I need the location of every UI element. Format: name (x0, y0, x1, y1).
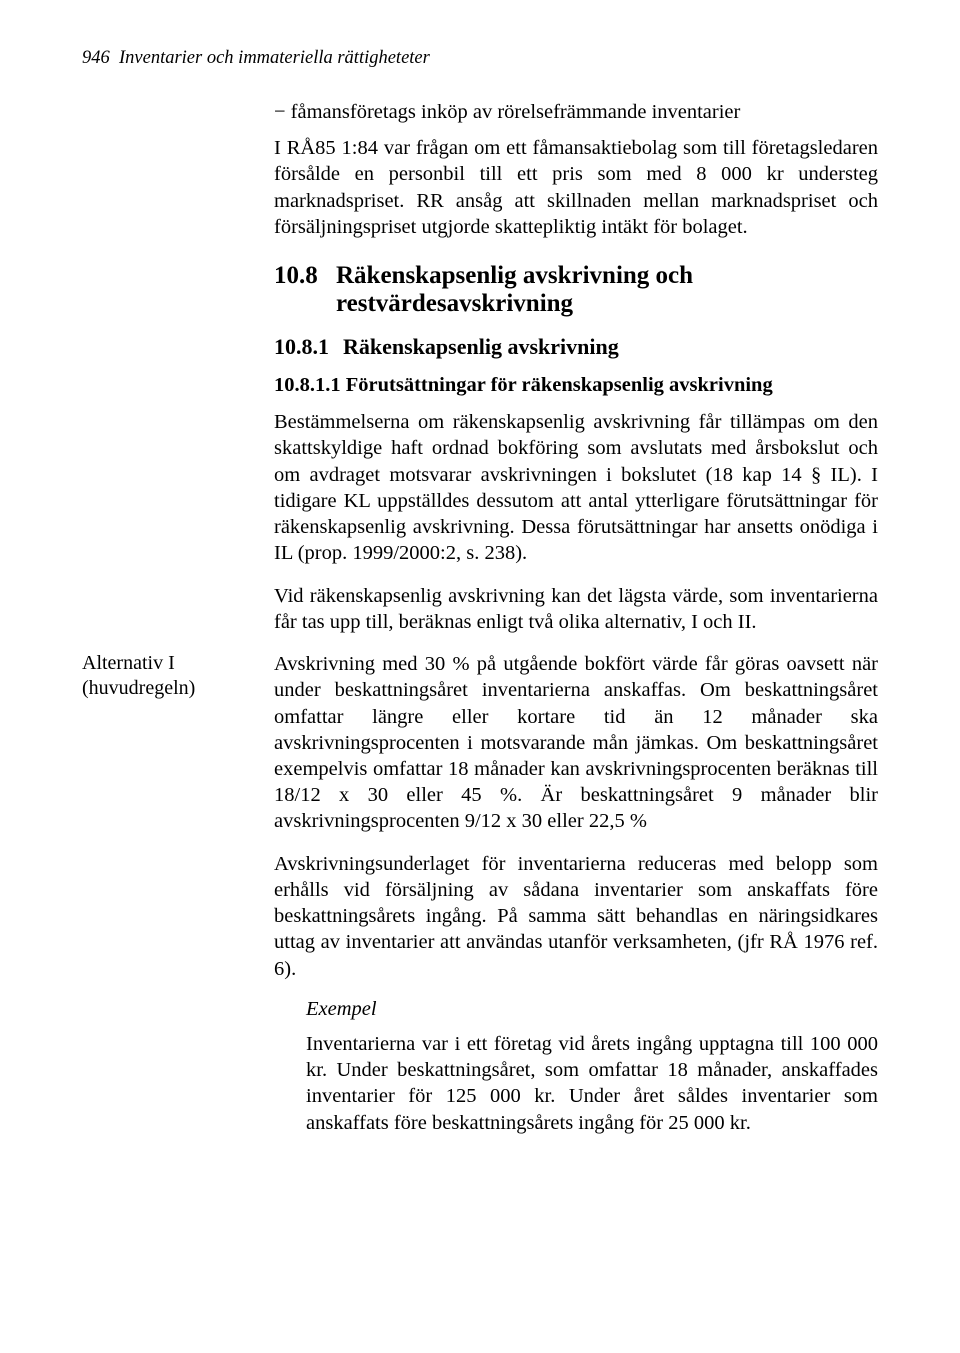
paragraph-vid: Vid räkenskapsenlig avskrivning kan det … (274, 583, 878, 635)
paragraph-avskrivningsunderlag: Avskrivningsunderlaget för inventarierna… (274, 851, 878, 982)
heading-10-8: 10.8 Räkenskapsenlig avskrivning och res… (274, 262, 878, 318)
heading-text: Räkenskapsenlig avskrivning (343, 334, 619, 359)
paragraph-avskrivning-30: Avskrivning med 30 % på utgående bokfört… (274, 651, 878, 835)
heading-number: 10.8 (274, 262, 336, 318)
header-title: Inventarier och immateriella rättighetet… (119, 48, 430, 68)
heading-10-8-1: 10.8.1 Räkenskapsenlig avskrivning (274, 334, 878, 360)
example-label: Exempel (274, 998, 878, 1021)
paragraph-bestammelserna: Bestämmelserna om räkenskapsenlig avskri… (274, 409, 878, 566)
dash-list-item: − fåmansföretags inköp av rörelsefrämman… (274, 99, 878, 125)
intro-paragraph: I RÅ85 1:84 var frågan om ett fåmansakti… (274, 135, 878, 240)
example-body: Inventarierna var i ett företag vid året… (274, 1031, 878, 1136)
margin-note-alternativ-1: Alternativ I (huvudregeln) (82, 651, 256, 701)
page-header: 946 Inventarier och immateriella rättigh… (82, 48, 878, 69)
page-number: 946 (82, 48, 110, 68)
heading-10-8-1-1: 10.8.1.1 Förutsättningar för räkenskapse… (274, 374, 878, 397)
heading-number: 10.8.1 (274, 334, 329, 359)
heading-text: Räkenskapsenlig avskrivning och restvärd… (336, 262, 878, 318)
